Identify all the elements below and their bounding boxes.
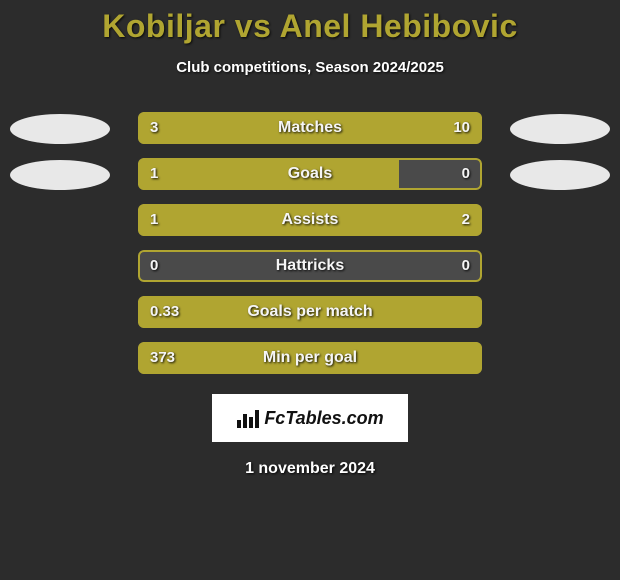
brand-text: FcTables.com xyxy=(264,408,383,429)
stat-value-right: 0 xyxy=(462,158,470,190)
stat-bar: 0 0Hattricks xyxy=(138,250,482,282)
page-title: Kobiljar vs Anel Hebibovic xyxy=(0,8,620,45)
stat-value-left: 0 xyxy=(150,250,158,282)
stat-value-left: 1 xyxy=(150,204,158,236)
stat-value-right: 10 xyxy=(453,112,470,144)
stat-row: 12Assists xyxy=(0,204,620,250)
stat-bar: 10Goals xyxy=(138,158,482,190)
stat-label: Hattricks xyxy=(138,250,482,282)
stat-bar: 373Min per goal xyxy=(138,342,482,374)
player-right-oval xyxy=(510,114,610,144)
infographic-container: Kobiljar vs Anel Hebibovic Club competit… xyxy=(0,0,620,580)
stat-bar-left-fill xyxy=(138,158,399,190)
stat-bar: 0.33Goals per match xyxy=(138,296,482,328)
stat-value-left: 0.33 xyxy=(150,296,179,328)
subtitle: Club competitions, Season 2024/2025 xyxy=(0,59,620,76)
stat-row: 10Goals xyxy=(0,158,620,204)
stat-bar: 310Matches xyxy=(138,112,482,144)
stat-bar-left-fill xyxy=(138,342,482,374)
stat-row: 0 0Hattricks xyxy=(0,250,620,296)
date-text: 1 november 2024 xyxy=(0,460,620,478)
player-left-oval xyxy=(10,114,110,144)
stat-bar: 12Assists xyxy=(138,204,482,236)
stat-bar-left-fill xyxy=(138,296,482,328)
stat-bar-right-fill xyxy=(217,112,482,144)
stat-bar-outline xyxy=(138,250,482,282)
player-left-oval xyxy=(10,160,110,190)
stats-rows: 310Matches10Goals12Assists00Hattricks0.3… xyxy=(0,112,620,388)
stat-bar-right-fill xyxy=(253,204,482,236)
stat-row: 310Matches xyxy=(0,112,620,158)
stat-value-left: 1 xyxy=(150,158,158,190)
bars-icon xyxy=(236,408,260,428)
stat-row: 373Min per goal xyxy=(0,342,620,388)
stat-value-right: 2 xyxy=(462,204,470,236)
stat-value-left: 373 xyxy=(150,342,175,374)
stat-row: 0.33Goals per match xyxy=(0,296,620,342)
stat-value-left: 3 xyxy=(150,112,158,144)
brand-box[interactable]: FcTables.com xyxy=(212,394,408,442)
player-right-oval xyxy=(510,160,610,190)
stat-value-right: 0 xyxy=(462,250,470,282)
